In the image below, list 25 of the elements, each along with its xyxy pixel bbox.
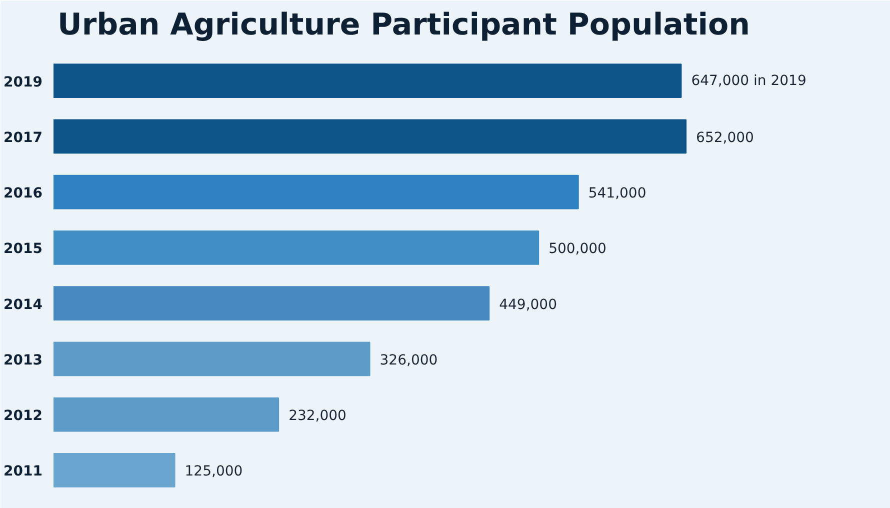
bar xyxy=(54,230,540,265)
data-label: 125,000 xyxy=(184,464,243,480)
y-tick-label: 2014 xyxy=(4,296,43,313)
data-label: 541,000 xyxy=(588,186,646,202)
y-tick-label: 2012 xyxy=(4,408,43,424)
data-label: 449,000 xyxy=(499,296,558,313)
y-tick-label: 2015 xyxy=(4,241,43,258)
bar xyxy=(54,397,280,432)
y-tick-label: 2017 xyxy=(4,130,43,146)
bar xyxy=(54,452,176,488)
bar xyxy=(54,119,687,154)
bar xyxy=(54,286,490,320)
bar xyxy=(54,64,682,98)
data-label: 647,000 in 2019 xyxy=(691,72,806,89)
data-label: 652,000 xyxy=(696,130,754,146)
y-tick-label: 2019 xyxy=(4,74,43,90)
bar xyxy=(54,174,579,210)
y-tick-label: 2011 xyxy=(4,464,43,480)
y-tick-label: 2013 xyxy=(4,352,43,368)
data-label: 232,000 xyxy=(288,408,346,424)
data-label: 500,000 xyxy=(548,241,606,258)
chart-title: Urban Agriculture Participant Population xyxy=(58,8,750,42)
bar xyxy=(54,342,370,376)
data-label: 326,000 xyxy=(380,352,438,368)
y-tick-label: 2016 xyxy=(4,186,43,202)
